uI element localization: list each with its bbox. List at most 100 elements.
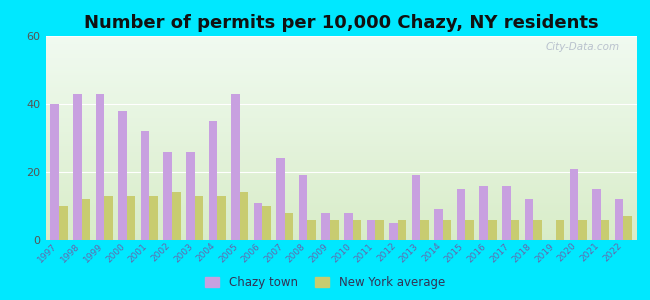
Bar: [276, 158, 285, 240]
Legend: Chazy town, New York average: Chazy town, New York average: [200, 272, 450, 294]
Bar: [141, 131, 150, 240]
Bar: [172, 192, 181, 240]
Bar: [46, 101, 637, 103]
Bar: [46, 175, 637, 177]
Bar: [46, 140, 637, 142]
Bar: [59, 206, 68, 240]
Bar: [330, 220, 339, 240]
Bar: [569, 169, 578, 240]
Bar: [389, 223, 398, 240]
Bar: [457, 189, 465, 240]
Bar: [46, 64, 637, 67]
Bar: [46, 118, 637, 120]
Bar: [46, 164, 637, 166]
Bar: [46, 97, 637, 99]
Bar: [46, 205, 637, 207]
Bar: [46, 181, 637, 183]
Bar: [46, 85, 637, 87]
Bar: [502, 186, 510, 240]
Bar: [231, 94, 240, 240]
Bar: [46, 130, 637, 132]
Bar: [46, 191, 637, 193]
Bar: [104, 196, 113, 240]
Bar: [46, 152, 637, 154]
Bar: [46, 218, 637, 220]
Bar: [307, 220, 316, 240]
Bar: [421, 220, 429, 240]
Bar: [321, 213, 330, 240]
Bar: [344, 213, 352, 240]
Bar: [46, 236, 637, 238]
Bar: [46, 50, 637, 52]
Bar: [46, 79, 637, 81]
Bar: [209, 121, 217, 240]
Bar: [601, 220, 610, 240]
Bar: [163, 152, 172, 240]
Bar: [127, 196, 135, 240]
Bar: [46, 69, 637, 71]
Bar: [465, 220, 474, 240]
Bar: [46, 185, 637, 187]
Bar: [46, 160, 637, 163]
Bar: [46, 93, 637, 95]
Bar: [46, 232, 637, 234]
Bar: [46, 103, 637, 105]
Bar: [46, 199, 637, 201]
Bar: [46, 113, 637, 116]
Bar: [46, 87, 637, 89]
Bar: [46, 230, 637, 232]
Bar: [194, 196, 203, 240]
Bar: [46, 52, 637, 54]
Bar: [285, 213, 293, 240]
Bar: [46, 36, 637, 38]
Bar: [525, 199, 533, 240]
Bar: [46, 215, 637, 217]
Bar: [352, 220, 361, 240]
Bar: [46, 222, 637, 224]
Bar: [46, 81, 637, 83]
Bar: [46, 67, 637, 69]
Bar: [217, 196, 226, 240]
Bar: [46, 142, 637, 144]
Bar: [46, 83, 637, 85]
Bar: [46, 54, 637, 56]
Bar: [615, 199, 623, 240]
Bar: [46, 158, 637, 160]
Bar: [46, 201, 637, 203]
Bar: [46, 122, 637, 124]
Bar: [578, 220, 587, 240]
Bar: [434, 209, 443, 240]
Bar: [46, 38, 637, 40]
Bar: [46, 214, 637, 215]
Bar: [46, 228, 637, 230]
Bar: [46, 46, 637, 48]
Bar: [46, 120, 637, 122]
Bar: [46, 234, 637, 236]
Bar: [46, 40, 637, 42]
Bar: [46, 197, 637, 199]
Bar: [398, 220, 406, 240]
Bar: [46, 95, 637, 97]
Bar: [46, 171, 637, 173]
Bar: [46, 187, 637, 189]
Bar: [46, 105, 637, 107]
Bar: [46, 183, 637, 185]
Bar: [262, 206, 271, 240]
Bar: [46, 91, 637, 93]
Bar: [556, 220, 564, 240]
Bar: [118, 111, 127, 240]
Text: City-Data.com: City-Data.com: [545, 42, 619, 52]
Bar: [46, 77, 637, 79]
Bar: [46, 193, 637, 195]
Bar: [46, 209, 637, 211]
Bar: [533, 220, 541, 240]
Bar: [46, 173, 637, 175]
Bar: [46, 163, 637, 164]
Bar: [82, 199, 90, 240]
Bar: [480, 186, 488, 240]
Bar: [46, 203, 637, 205]
Bar: [443, 220, 451, 240]
Bar: [51, 104, 59, 240]
Bar: [46, 138, 637, 140]
Bar: [46, 224, 637, 226]
